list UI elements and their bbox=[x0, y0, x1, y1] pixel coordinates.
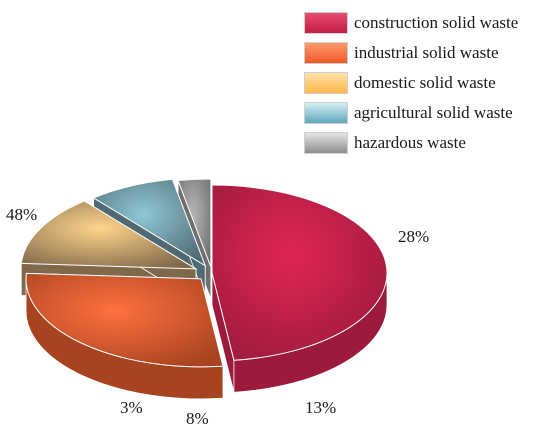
slice-top-industrial bbox=[25, 272, 224, 368]
slice-top-hazardous bbox=[177, 178, 212, 268]
data-label-industrial: 28% bbox=[398, 227, 430, 246]
legend-swatch-domestic bbox=[304, 72, 348, 94]
data-label-agricultural: 8% bbox=[186, 409, 209, 428]
legend-label-hazardous: hazardous waste bbox=[354, 133, 466, 152]
legend-item-agricultural: agricultural solid waste bbox=[304, 98, 544, 128]
legend-label-construction: construction solid waste bbox=[354, 13, 519, 32]
legend-swatch-agricultural bbox=[304, 102, 348, 124]
legend-label-industrial: industrial solid waste bbox=[354, 43, 499, 62]
legend-item-domestic: domestic solid waste bbox=[304, 68, 544, 98]
slices-layer bbox=[20, 178, 388, 400]
slice-top-domestic bbox=[20, 200, 198, 270]
legend-swatch-construction bbox=[304, 12, 348, 34]
legend-item-industrial: industrial solid waste bbox=[304, 38, 544, 68]
data-label-domestic: 13% bbox=[305, 398, 337, 417]
legend-swatch-hazardous bbox=[304, 132, 348, 154]
slice-industrial bbox=[25, 272, 224, 400]
slice-top-agricultural bbox=[92, 178, 207, 267]
slice-top-construction bbox=[211, 184, 388, 361]
data-label-construction: 48% bbox=[6, 205, 38, 224]
legend-label-agricultural: agricultural solid waste bbox=[354, 103, 513, 122]
legend-item-hazardous: hazardous waste bbox=[304, 128, 544, 158]
legend-swatch-industrial bbox=[304, 42, 348, 64]
data-label-hazardous: 3% bbox=[120, 398, 143, 417]
legend-label-domestic: domestic solid waste bbox=[354, 73, 496, 92]
legend-item-construction: construction solid waste bbox=[304, 8, 544, 38]
slice-construction bbox=[211, 184, 388, 393]
legend: construction solid waste industrial soli… bbox=[304, 8, 544, 158]
